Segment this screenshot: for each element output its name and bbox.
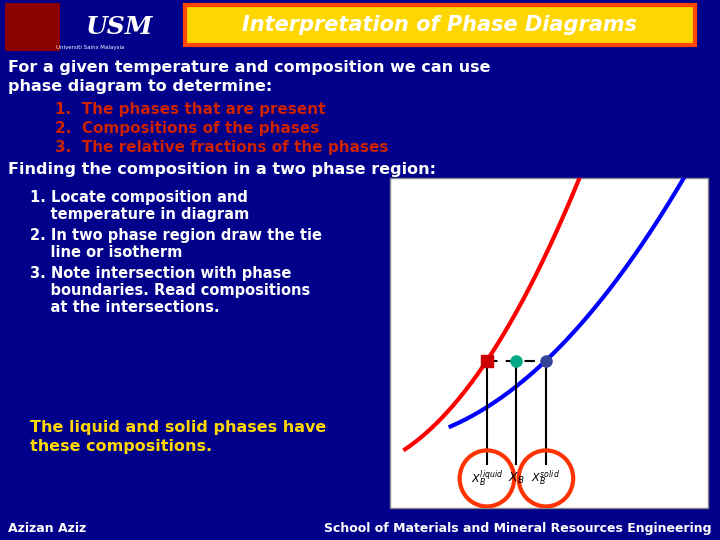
Text: Finding the composition in a two phase region:: Finding the composition in a two phase r… <box>8 162 436 177</box>
Text: 3. Note intersection with phase: 3. Note intersection with phase <box>30 266 292 281</box>
Text: $X_B^{solid}$: $X_B^{solid}$ <box>531 469 560 488</box>
Text: phase diagram to determine:: phase diagram to determine: <box>8 79 272 94</box>
Text: boundaries. Read compositions: boundaries. Read compositions <box>30 283 310 298</box>
Text: Universiti Sains Malaysia: Universiti Sains Malaysia <box>55 44 125 50</box>
Text: School of Materials and Mineral Resources Engineering: School of Materials and Mineral Resource… <box>325 522 712 535</box>
Text: at the intersections.: at the intersections. <box>30 300 220 315</box>
FancyBboxPatch shape <box>62 3 177 51</box>
Text: 2. In two phase region draw the tie: 2. In two phase region draw the tie <box>30 228 322 243</box>
FancyBboxPatch shape <box>5 3 60 51</box>
Text: Azizan Aziz: Azizan Aziz <box>8 522 86 535</box>
Text: 3.  The relative fractions of the phases: 3. The relative fractions of the phases <box>55 140 388 155</box>
Text: $X_B^{liquid}$: $X_B^{liquid}$ <box>471 468 503 489</box>
Text: $X_B$: $X_B$ <box>508 471 525 486</box>
Text: USM: USM <box>86 15 153 39</box>
FancyBboxPatch shape <box>185 5 695 45</box>
Text: 1.  The phases that are present: 1. The phases that are present <box>55 102 325 117</box>
Text: The liquid and solid phases have: The liquid and solid phases have <box>30 420 326 435</box>
Text: 2.  Compositions of the phases: 2. Compositions of the phases <box>55 121 319 136</box>
Text: line or isotherm: line or isotherm <box>30 245 182 260</box>
Text: temperature in diagram: temperature in diagram <box>30 207 249 222</box>
FancyBboxPatch shape <box>390 178 708 508</box>
Text: For a given temperature and composition we can use: For a given temperature and composition … <box>8 60 490 75</box>
Text: Interpretation of Phase Diagrams: Interpretation of Phase Diagrams <box>243 15 637 35</box>
Text: 1. Locate composition and: 1. Locate composition and <box>30 190 248 205</box>
Text: these compositions.: these compositions. <box>30 439 212 454</box>
